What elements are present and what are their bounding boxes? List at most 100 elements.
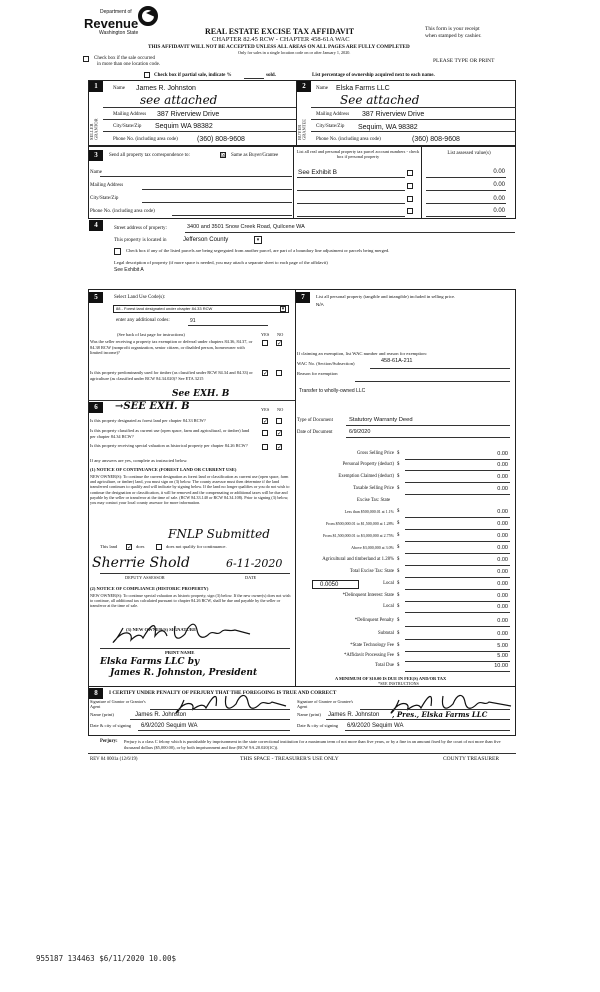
amount-line bbox=[405, 517, 510, 518]
amount-field[interactable]: 0.00 bbox=[497, 462, 508, 468]
assessed-value-field[interactable]: 0.00 bbox=[493, 196, 505, 202]
amount-field[interactable]: 0.00 bbox=[497, 618, 508, 624]
corr-phone-label: Phone No. (including area code) bbox=[90, 209, 155, 214]
q6-1-no-checkbox[interactable] bbox=[276, 418, 282, 424]
seller-phone-field[interactable]: (360) 808-9608 bbox=[197, 136, 245, 143]
reason-field[interactable]: Transfer to wholly-owned LLC bbox=[299, 388, 366, 394]
exemption-label: If claiming an exemption, list WAC numbe… bbox=[297, 351, 427, 356]
legal-description-field[interactable]: See Exhibit A bbox=[114, 267, 144, 273]
multi-location-label: Check box if the sale occurred bbox=[94, 56, 155, 61]
no-header: NO bbox=[277, 407, 284, 412]
amount-field[interactable]: 5.00 bbox=[497, 643, 508, 649]
section-number-3: 3 bbox=[89, 150, 103, 161]
partial-sale-checkbox[interactable] bbox=[144, 72, 150, 78]
q6-3-yes-checkbox[interactable] bbox=[262, 444, 268, 450]
date-label: DATE bbox=[245, 575, 257, 580]
grantee-date-field[interactable]: 6/9/2020 Sequim WA bbox=[347, 723, 404, 729]
additional-codes-field[interactable]: 91 bbox=[190, 318, 196, 324]
multi-location-label-2: in more than one location code. bbox=[97, 62, 161, 67]
amount-field[interactable]: 0.00 bbox=[497, 521, 508, 527]
reason-label: Reason for exemption bbox=[297, 371, 338, 376]
q2-yes-checkbox[interactable]: ✓ bbox=[262, 370, 269, 377]
amount-field[interactable]: 0.00 bbox=[497, 593, 508, 599]
amount-field[interactable]: 0.00 bbox=[497, 581, 508, 587]
q1-no-checkbox[interactable]: ✓ bbox=[276, 340, 283, 347]
buyer-address-field[interactable]: 387 Riverview Drive bbox=[362, 111, 425, 118]
amount-field[interactable]: 0.00 bbox=[497, 557, 508, 563]
personal-property-checkbox[interactable] bbox=[407, 196, 413, 202]
amount-field[interactable]: 0.00 bbox=[497, 533, 508, 539]
land-use-dropdown-arrow-icon[interactable]: ▾ bbox=[280, 306, 286, 312]
amount-field[interactable]: 0.00 bbox=[497, 486, 508, 492]
seller-handwritten-note: see attached bbox=[140, 93, 218, 107]
same-as-buyer-checkbox[interactable]: ☒ bbox=[220, 152, 227, 159]
street-address-field[interactable]: 3400 and 3501 Snow Creek Road, Quilcene … bbox=[187, 224, 305, 230]
currency-symbol: $ bbox=[397, 653, 400, 658]
local-rate-field[interactable] bbox=[312, 580, 359, 589]
county-select[interactable]: Jefferson County bbox=[183, 237, 229, 243]
currency-symbol: $ bbox=[397, 604, 400, 609]
amount-field[interactable]: 0.00 bbox=[497, 604, 508, 610]
amount-line bbox=[405, 482, 510, 483]
currency-symbol: $ bbox=[397, 486, 400, 491]
amount-field[interactable]: 0.00 bbox=[497, 509, 508, 515]
amount-line bbox=[405, 639, 510, 640]
personal-property-field[interactable]: N/A bbox=[316, 302, 324, 307]
q6-3-no-checkbox[interactable]: ✓ bbox=[276, 444, 283, 451]
grantor-name-field[interactable]: James R. Johnston bbox=[135, 712, 187, 718]
personal-property-checkbox[interactable] bbox=[407, 183, 413, 189]
does-qualify-checkbox[interactable]: ✓ bbox=[126, 544, 133, 551]
q6-1-yes-checkbox[interactable]: ✓ bbox=[262, 418, 269, 425]
q2-no-checkbox[interactable] bbox=[276, 370, 282, 376]
historic-question: Is this property receiving special valua… bbox=[90, 443, 248, 448]
no-header: NO bbox=[277, 332, 284, 337]
assessed-value-field[interactable]: 0.00 bbox=[493, 182, 505, 188]
doc-date-field[interactable]: 6/9/2020 bbox=[349, 429, 371, 435]
parcel-number-field[interactable]: See Exhibit B bbox=[298, 169, 338, 176]
grantor-signature-icon[interactable] bbox=[170, 690, 290, 720]
amount-line bbox=[405, 651, 510, 652]
agency-logo-text: Revenue bbox=[84, 16, 139, 31]
personal-property-checkbox[interactable] bbox=[407, 170, 413, 176]
personal-property-checkbox[interactable] bbox=[407, 208, 413, 214]
forest-land-question: Is this property designated as forest la… bbox=[90, 418, 206, 423]
seller-address-field[interactable]: 387 Riverview Drive bbox=[157, 111, 220, 118]
does-not-qualify-checkbox[interactable] bbox=[156, 544, 162, 550]
land-use-select[interactable] bbox=[113, 305, 289, 313]
grantee-signature-icon[interactable] bbox=[385, 690, 515, 720]
q6-2-yes-checkbox[interactable] bbox=[262, 430, 268, 436]
segregate-checkbox[interactable] bbox=[114, 248, 121, 255]
seller-city-field[interactable]: Sequim WA 98382 bbox=[155, 123, 213, 130]
buyer-phone-field[interactable]: (360) 808-9608 bbox=[412, 136, 460, 143]
amount-field[interactable]: 10.00 bbox=[494, 663, 508, 669]
agency-line: Department of bbox=[100, 9, 132, 15]
grantor-date-field[interactable]: 6/9/2020 Sequim WA bbox=[141, 723, 198, 729]
excise-heading: Excise Tax: State bbox=[357, 498, 391, 503]
doc-type-field[interactable]: Statutory Warranty Deed bbox=[349, 417, 413, 423]
buyer-name-field[interactable]: Elska Farms LLC bbox=[336, 85, 390, 92]
segregate-label: Check box if any of the listed parcels a… bbox=[126, 248, 390, 253]
amount-label: Local bbox=[383, 581, 394, 586]
assessed-value-field[interactable]: 0.00 bbox=[493, 169, 505, 175]
amount-field[interactable]: 0.00 bbox=[497, 631, 508, 637]
county-dropdown-arrow-icon[interactable]: ▾ bbox=[254, 236, 262, 244]
assessed-value-field[interactable]: 0.00 bbox=[493, 208, 505, 214]
amount-field[interactable]: 0.00 bbox=[497, 451, 508, 457]
seller-name-field[interactable]: James R. Johnston bbox=[136, 85, 196, 92]
q6-2-no-checkbox[interactable]: ✓ bbox=[276, 430, 283, 437]
wac-field[interactable]: 458-61A-211 bbox=[381, 358, 413, 364]
amount-field[interactable]: 0.00 bbox=[497, 569, 508, 575]
buyer-name-label: Name bbox=[316, 86, 328, 91]
q1-yes-checkbox[interactable] bbox=[262, 340, 268, 346]
currency-symbol: $ bbox=[397, 557, 400, 562]
form-subtitle: CHAPTER 82.45 RCW - CHAPTER 458-61A WAC bbox=[212, 36, 350, 43]
multi-location-checkbox[interactable] bbox=[83, 56, 89, 62]
amount-field[interactable]: 5.00 bbox=[497, 653, 508, 659]
amount-field[interactable]: 0.00 bbox=[497, 545, 508, 551]
amount-field[interactable]: 0.00 bbox=[497, 474, 508, 480]
currency-symbol: $ bbox=[397, 663, 400, 668]
buyer-city-field[interactable]: Sequim, WA 98382 bbox=[358, 124, 418, 131]
receipt-note: This form is your receipt bbox=[425, 26, 480, 32]
grantee-name-field[interactable]: James R. Johnston bbox=[328, 712, 380, 718]
currency-symbol: $ bbox=[397, 462, 400, 467]
